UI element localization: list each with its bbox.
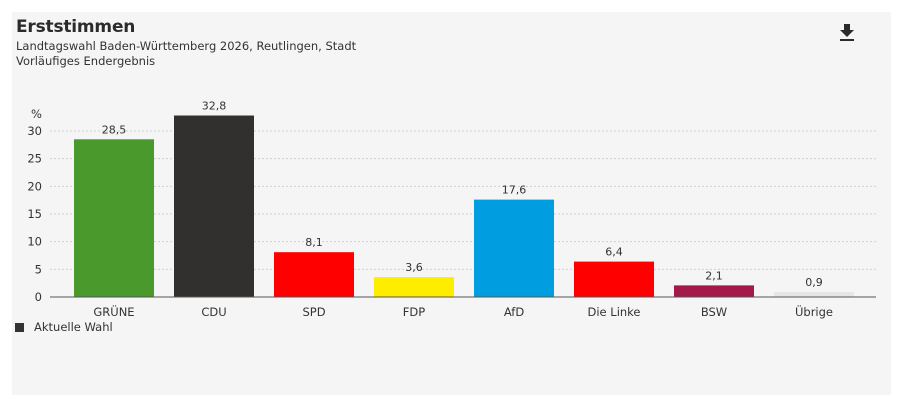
bar-value-label: 0,9 <box>805 276 823 289</box>
bar-value-label: 32,8 <box>202 100 227 113</box>
x-tick-label: Übrige <box>795 303 833 319</box>
y-tick-label: 25 <box>27 152 42 166</box>
bar-value-label: 8,1 <box>305 236 323 249</box>
legend: Aktuelle Wahl <box>15 320 113 334</box>
x-tick-label: BSW <box>701 305 727 319</box>
y-tick-label: 20 <box>27 179 42 193</box>
bar-value-label: 6,4 <box>605 246 623 259</box>
x-tick-label: SPD <box>302 305 325 319</box>
y-tick-label: 5 <box>35 262 42 276</box>
x-tick-label: AfD <box>504 305 525 319</box>
gridlines <box>50 130 876 270</box>
y-tick-label: 30 <box>27 124 42 138</box>
bar-value-label: 3,6 <box>405 261 423 274</box>
y-tick-label: 0 <box>35 290 42 304</box>
x-tick-label: FDP <box>403 305 425 319</box>
bar-afd[interactable] <box>474 199 554 297</box>
bar-spd[interactable] <box>274 252 354 297</box>
x-tick-label: GRÜNE <box>93 303 134 319</box>
legend-swatch-aktuelle-wahl <box>15 322 24 332</box>
bars: 28,5 32,8 8,1 3,6 17,6 6,4 2,1 0,9 <box>74 100 854 297</box>
subtitle-election: Landtagswahl Baden-Württemberg 2026, Reu… <box>16 39 357 53</box>
bar-übrige[interactable] <box>774 292 854 297</box>
y-axis-ticks: 0 5 10 15 20 25 30 <box>27 124 42 304</box>
y-tick-label: 10 <box>27 235 42 249</box>
legend-label: Aktuelle Wahl <box>34 320 113 334</box>
chart-card <box>12 12 891 395</box>
bar-grüne[interactable] <box>74 139 154 297</box>
bar-die-linke[interactable] <box>574 261 654 297</box>
subtitle-status: Vorläufiges Endergebnis <box>16 54 156 68</box>
x-tick-label: CDU <box>201 305 226 319</box>
chart-title: Erststimmen <box>16 17 136 37</box>
x-axis-labels: GRÜNE CDU SPD FDP AfD Die Linke BSW Übrige <box>93 303 833 319</box>
bar-value-label: 17,6 <box>502 184 527 197</box>
chart-subtitle: Landtagswahl Baden-Württemberg 2026, Reu… <box>16 39 356 69</box>
bar-value-label: 2,1 <box>705 269 723 282</box>
y-tick-label: 15 <box>27 207 42 221</box>
bar-bsw[interactable] <box>674 285 754 297</box>
bar-value-label: 28,5 <box>102 123 127 136</box>
download-icon <box>840 24 854 41</box>
download-button[interactable] <box>838 22 856 42</box>
bar-fdp[interactable] <box>374 277 454 297</box>
y-axis-label: % <box>31 107 42 121</box>
x-tick-label: Die Linke <box>588 305 641 319</box>
bar-cdu[interactable] <box>174 115 254 297</box>
